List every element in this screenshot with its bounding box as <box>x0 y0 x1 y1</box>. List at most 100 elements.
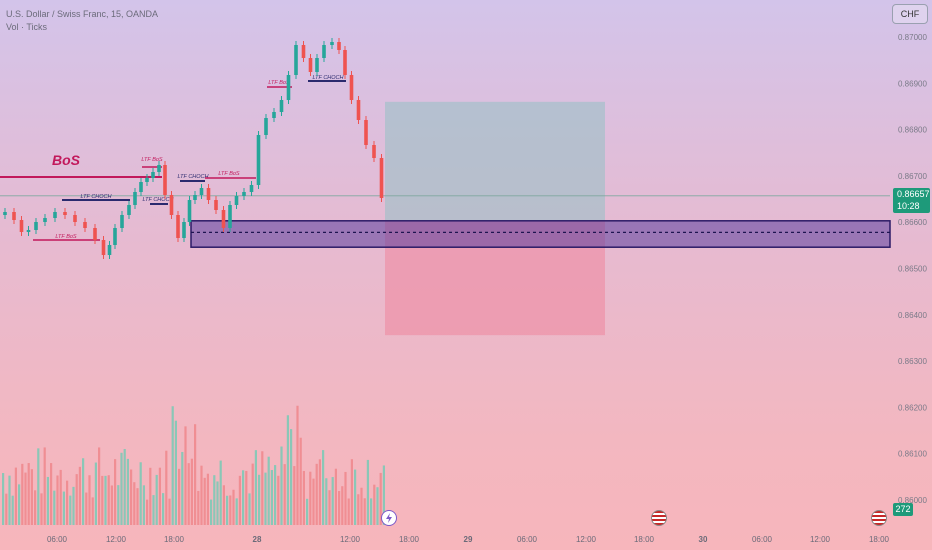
structure-label: LTF CHOCH <box>178 174 209 180</box>
volume-bar <box>117 485 120 525</box>
candle-body <box>322 45 326 58</box>
volume-bar <box>309 471 312 525</box>
candle-body <box>157 165 161 172</box>
legend: U.S. Dollar / Swiss Franc, 15, OANDA Vol… <box>6 8 158 34</box>
candle-body <box>193 195 197 200</box>
volume-bar <box>235 498 238 525</box>
price-tick-label: 0.86800 <box>898 126 927 135</box>
candle-body <box>12 212 16 220</box>
volume-bar <box>366 459 369 525</box>
us-flag-event-icon[interactable] <box>871 510 887 526</box>
candle-body <box>308 58 313 72</box>
candle-body <box>364 120 368 145</box>
volume-bar <box>251 463 254 525</box>
us-flag-event-icon[interactable] <box>651 510 667 526</box>
volume-bar <box>126 458 129 525</box>
candle-body <box>73 215 77 222</box>
time-tick-label: 18:00 <box>869 535 890 544</box>
candle-body <box>279 100 284 112</box>
volume-bar <box>325 478 328 525</box>
time-tick-label: 06:00 <box>47 535 68 544</box>
time-tick-label: 06:00 <box>752 535 773 544</box>
volume-bar <box>245 470 248 525</box>
time-tick-label: 12:00 <box>340 535 361 544</box>
volume-bar <box>213 475 216 525</box>
volume-bar <box>338 491 341 525</box>
candle-body <box>169 195 174 215</box>
volume-bar <box>72 486 75 525</box>
candle-body <box>294 45 298 75</box>
time-tick-label: 18:00 <box>634 535 655 544</box>
volume-bar <box>226 495 229 525</box>
candle-body <box>83 222 87 228</box>
symbol-title: U.S. Dollar / Swiss Franc, 15, OANDA <box>6 9 159 19</box>
candle-body <box>3 212 7 215</box>
volume-bar <box>293 466 296 525</box>
lightning-event-icon[interactable] <box>381 510 397 526</box>
volume-bar <box>360 487 363 525</box>
volume-bar <box>5 493 8 525</box>
volume-bar <box>354 469 357 525</box>
volume-bar <box>59 469 62 525</box>
volume-bar <box>136 488 139 525</box>
volume-bar <box>370 498 373 525</box>
volume-bar <box>53 490 56 525</box>
candle-body <box>199 188 204 195</box>
volume-bar <box>344 471 347 525</box>
candle-body <box>43 218 47 222</box>
volume-bar <box>123 449 126 525</box>
volume-bar <box>315 463 318 525</box>
volume-bar <box>11 495 14 525</box>
currency-button[interactable]: CHF <box>892 4 928 24</box>
candle-body <box>93 228 97 240</box>
volume-bar <box>290 429 293 525</box>
candle-body <box>26 230 31 232</box>
volume-bar <box>286 415 289 525</box>
volume-bar <box>382 465 385 525</box>
volume-bar <box>94 462 97 525</box>
structure-label: LTF CHOCH <box>313 75 344 81</box>
structure-label: LTF BoS <box>55 234 77 240</box>
candle-body <box>234 196 239 205</box>
volume-bar <box>264 472 267 525</box>
volume-bar <box>232 489 235 525</box>
candle-body <box>214 200 218 210</box>
volume-bar <box>14 467 17 525</box>
volume-bar <box>197 490 200 525</box>
candle-body <box>139 182 143 192</box>
volume-bar <box>322 450 325 525</box>
candle-body <box>337 42 341 50</box>
candle-body <box>301 45 306 58</box>
volume-bar <box>190 458 193 525</box>
volume-bar <box>258 474 261 525</box>
volume-bar <box>158 467 161 525</box>
volume-bar <box>43 447 46 525</box>
volume-bar <box>120 452 123 525</box>
time-tick-label: 29 <box>464 535 473 544</box>
volume-bar <box>18 484 21 525</box>
volume-bar <box>149 467 152 525</box>
volume-bar <box>318 459 321 525</box>
structure-label: LTF BoS <box>141 157 163 163</box>
volume-bar <box>174 420 177 525</box>
candle-body <box>120 215 124 228</box>
candle-body <box>127 205 131 215</box>
volume-title: Vol · Ticks <box>6 22 48 32</box>
volume-bar <box>69 495 72 525</box>
volume-bar <box>107 475 110 525</box>
candle-body <box>34 222 38 230</box>
volume-bar <box>142 485 145 525</box>
price-tick-label: 0.86600 <box>898 218 927 227</box>
volume-bar <box>331 477 334 525</box>
volume-bar <box>334 468 337 525</box>
volume-bar <box>341 486 344 525</box>
volume-bar <box>168 498 171 525</box>
candle-body <box>264 118 268 135</box>
price-tick-label: 0.86000 <box>898 496 927 505</box>
volume-bar <box>88 475 91 525</box>
candle-body <box>372 145 376 158</box>
volume-bar <box>350 459 353 525</box>
structure-label: LTF CHOCH <box>81 194 112 200</box>
candle-body <box>101 240 106 255</box>
